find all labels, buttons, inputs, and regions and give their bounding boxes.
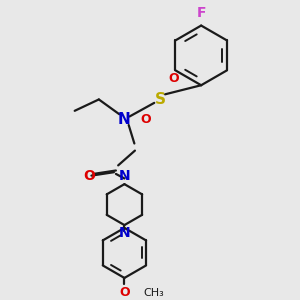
Text: F: F xyxy=(196,6,206,20)
Text: S: S xyxy=(154,92,165,107)
Text: N: N xyxy=(118,169,130,183)
Text: O: O xyxy=(83,169,95,183)
Text: O: O xyxy=(169,73,179,85)
Text: CH₃: CH₃ xyxy=(143,288,164,298)
Text: O: O xyxy=(119,286,130,298)
Text: N: N xyxy=(118,112,131,127)
Text: N: N xyxy=(118,226,130,241)
Text: O: O xyxy=(140,113,151,126)
